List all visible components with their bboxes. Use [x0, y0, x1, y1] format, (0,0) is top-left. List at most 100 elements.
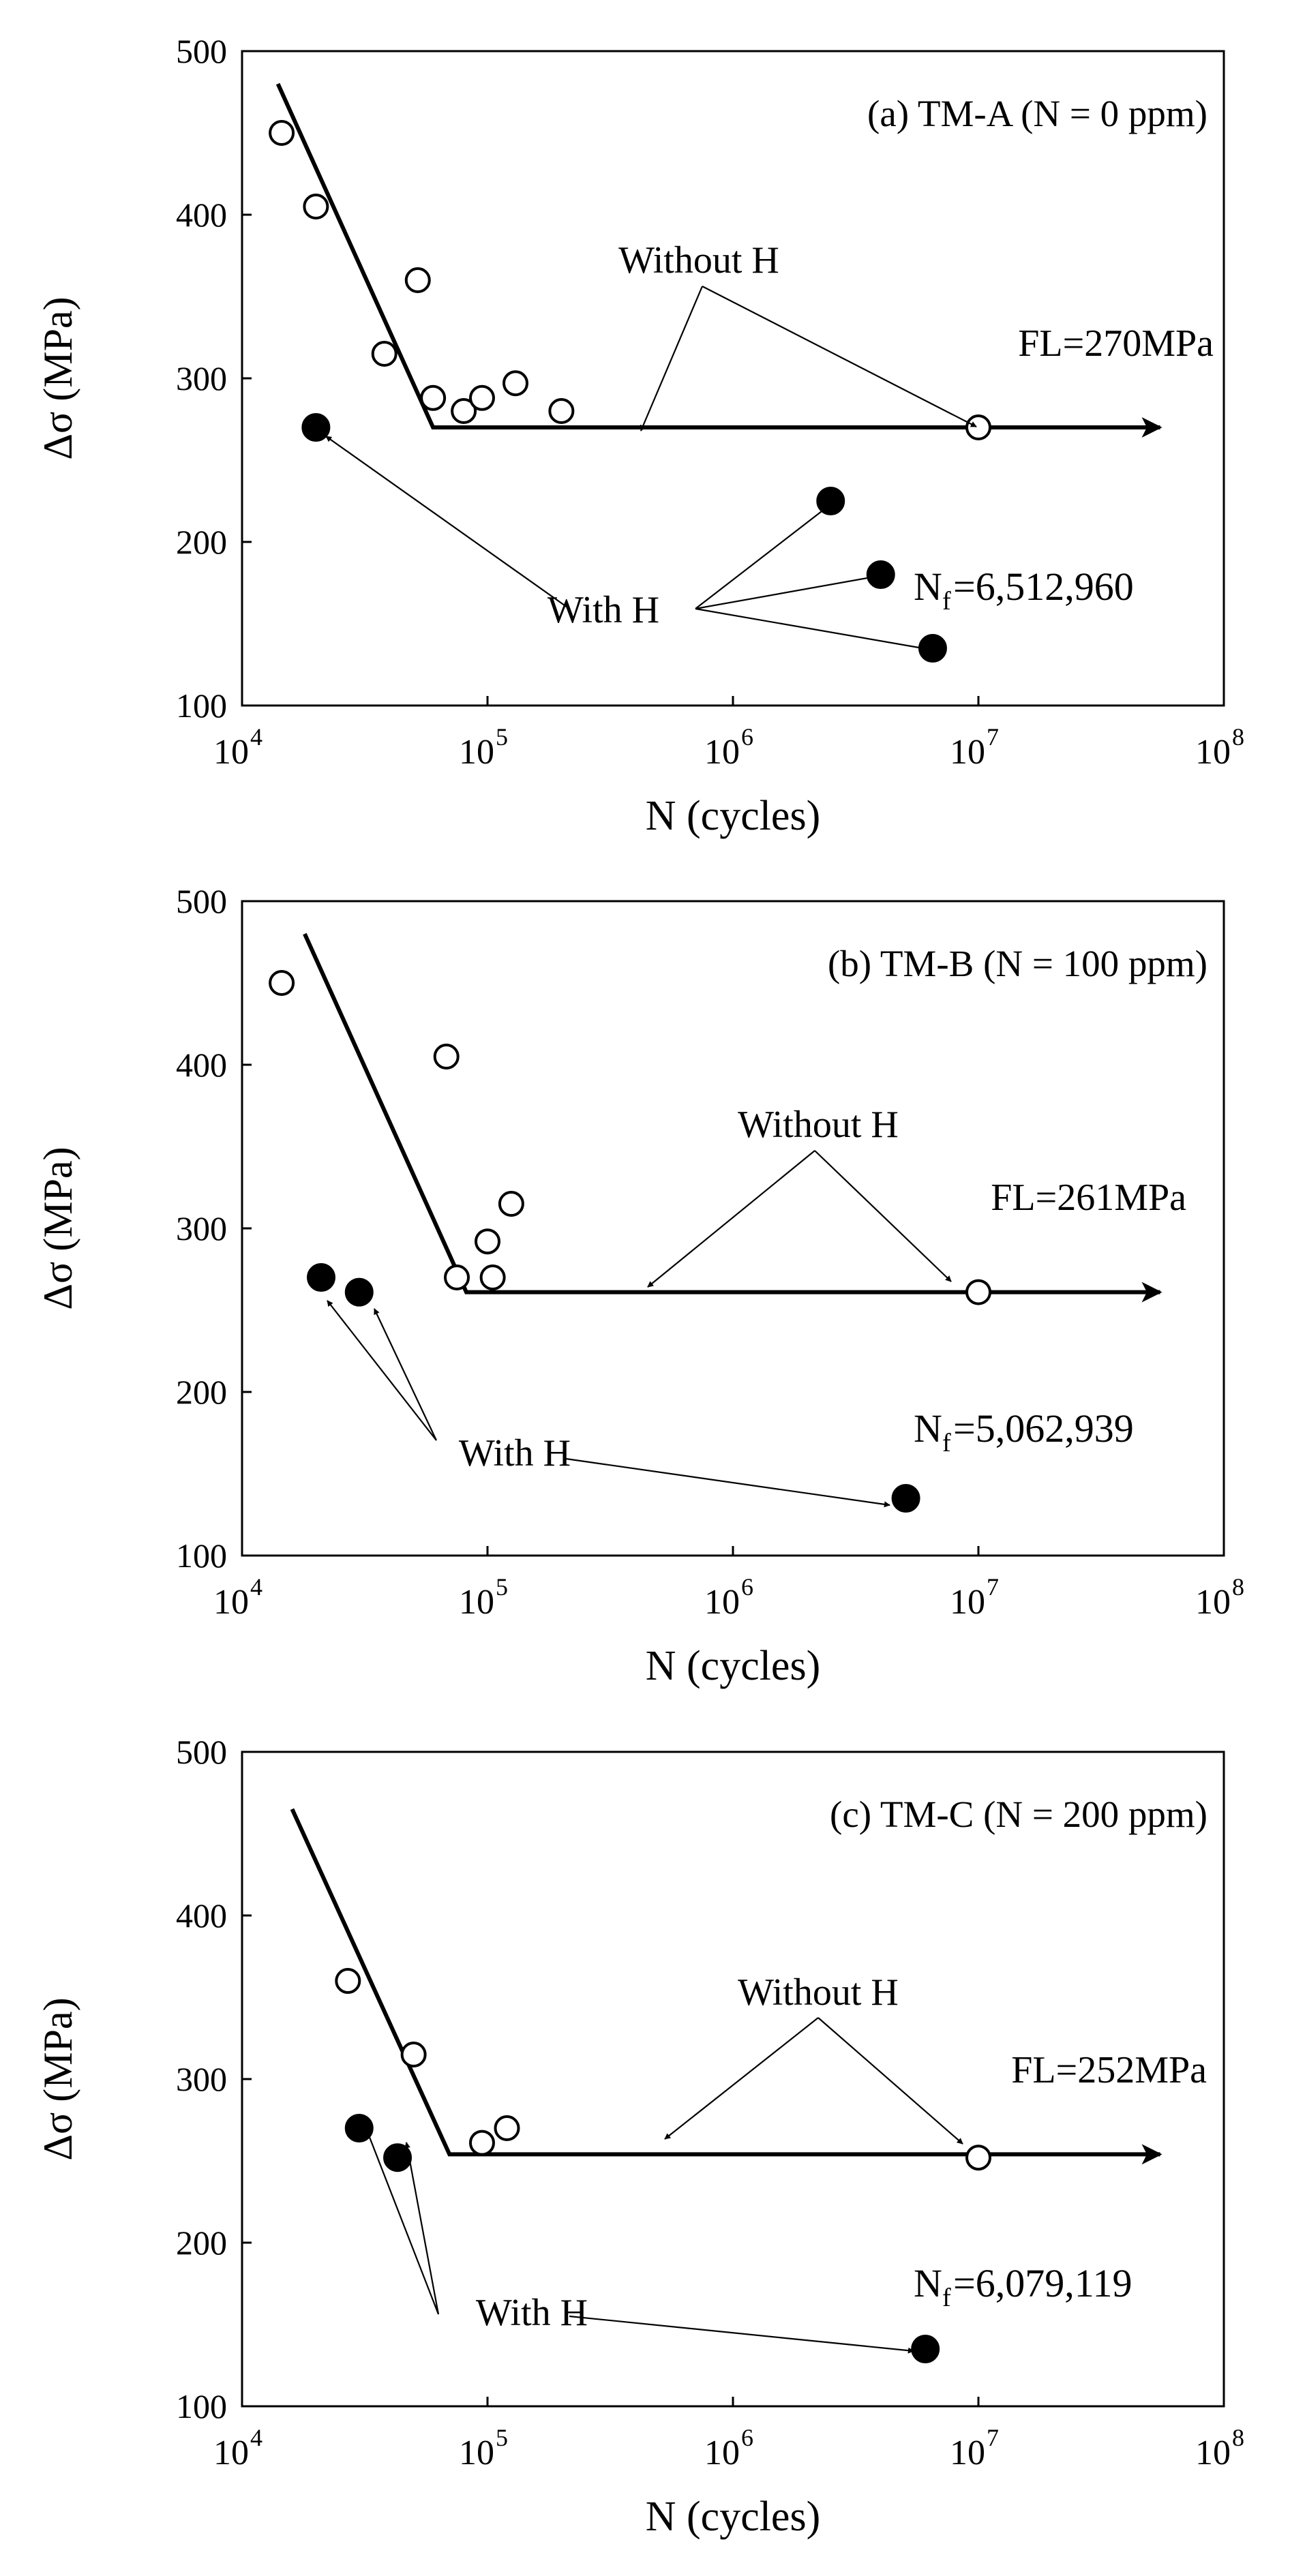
data-point-without-h: [269, 120, 295, 146]
y-axis-label: Δσ (MPa): [35, 1147, 80, 1309]
x-tick-label: 10 4: [213, 1573, 262, 1622]
data-point-with-h: [911, 2335, 940, 2363]
with-h-arrow: [365, 2130, 440, 2315]
x-axis-label: N (cycles): [646, 793, 820, 839]
x-tick-exponent: 7: [987, 1573, 999, 1601]
data-point-without-h: [420, 384, 447, 411]
with-h-arrow: [325, 436, 570, 609]
x-tick-exponent: 4: [250, 723, 262, 751]
x-tick-base: 10: [213, 733, 249, 772]
y-tick-label: 500: [176, 1733, 227, 1771]
data-point-without-h: [548, 398, 575, 424]
y-tick-label: 500: [176, 32, 227, 70]
data-point-with-h: [891, 1484, 920, 1513]
with-h-arrow: [565, 1457, 890, 1508]
data-point-without-h: [502, 370, 529, 397]
nf-subscript: f: [942, 587, 951, 616]
data-point-with-h: [344, 1277, 374, 1307]
x-tick-label: 10 4: [213, 723, 262, 772]
nf-value: =6,079,119: [953, 2261, 1132, 2305]
nf-symbol: N: [914, 1406, 942, 1451]
without-h-arrow: [664, 2017, 819, 2140]
y-tick-label: 400: [176, 1046, 227, 1084]
without-h-arrow: [647, 1150, 815, 1288]
with-h-arrow: [695, 572, 887, 610]
data-point-without-h: [965, 414, 991, 440]
y-tick-label: 200: [176, 2224, 227, 2262]
without-h-arrow: [702, 286, 977, 427]
without-h-arrow: [814, 1150, 952, 1282]
data-point-with-h: [866, 560, 895, 589]
sn-fit-line: [275, 82, 1162, 438]
data-point-without-h: [433, 1044, 460, 1070]
y-tick-label: 400: [176, 196, 227, 234]
x-tick-exponent: 8: [1232, 2424, 1244, 2451]
panel-title: (b) TM-B (N = 100 ppm): [828, 943, 1208, 984]
y-tick-label: 400: [176, 1896, 227, 1935]
y-tick-label: 200: [176, 1373, 227, 1411]
x-tick-exponent: 6: [741, 723, 753, 751]
x-tick-base: 10: [459, 2434, 494, 2472]
x-tick-label: 10 6: [704, 1573, 753, 1622]
x-tick-label: 10 6: [704, 723, 753, 772]
y-tick-label: 300: [176, 359, 227, 397]
x-tick-exponent: 4: [250, 2424, 262, 2451]
data-point-without-h: [444, 1264, 470, 1290]
x-tick-label: 10 5: [459, 1573, 508, 1622]
without-h-label: Without H: [618, 239, 779, 282]
x-tick-base: 10: [213, 1583, 249, 1622]
fatigue-limit-label: FL=270MPa: [1018, 322, 1214, 365]
data-point-without-h: [371, 341, 397, 367]
x-tick-base: 10: [704, 2434, 740, 2472]
x-tick-exponent: 6: [741, 1573, 753, 1601]
data-point-without-h: [468, 384, 495, 411]
x-tick-label: 10 8: [1195, 1573, 1244, 1622]
x-tick-base: 10: [1195, 2434, 1231, 2472]
y-tick-label: 200: [176, 523, 227, 561]
x-tick-exponent: 7: [987, 723, 999, 751]
data-point-with-h: [306, 1263, 335, 1292]
x-tick-label: 10 5: [459, 723, 508, 772]
sn-fit-line: [303, 933, 1162, 1303]
data-point-without-h: [498, 1191, 524, 1217]
nf-value: =6,512,960: [953, 564, 1134, 609]
x-tick-base: 10: [950, 733, 985, 772]
fatigue-limit-label: FL=252MPa: [1011, 2049, 1207, 2091]
y-tick-label: 100: [176, 1536, 227, 1575]
x-tick-exponent: 5: [496, 2424, 508, 2451]
data-point-without-h: [965, 1279, 991, 1305]
x-tick-base: 10: [950, 1583, 985, 1622]
data-point-without-h: [451, 398, 477, 424]
nf-symbol: N: [914, 2261, 942, 2305]
with-h-arrow: [404, 2142, 440, 2315]
x-tick-exponent: 8: [1232, 723, 1244, 751]
nf-subscript: f: [942, 1429, 951, 1457]
y-tick-label: 300: [176, 2060, 227, 2098]
data-point-with-h: [344, 2114, 374, 2142]
data-point-without-h: [269, 970, 295, 996]
data-point-with-h: [301, 413, 331, 442]
x-tick-base: 10: [1195, 1583, 1231, 1622]
data-point-without-h: [468, 2130, 495, 2156]
x-tick-exponent: 5: [496, 1573, 508, 1601]
without-h-label: Without H: [738, 1104, 899, 1146]
y-tick-label: 100: [176, 686, 227, 725]
x-tick-exponent: 6: [741, 2424, 753, 2451]
without-h-arrow: [640, 286, 704, 431]
x-tick-exponent: 5: [496, 723, 508, 751]
x-tick-base: 10: [459, 733, 494, 772]
panel-title: (c) TM-C (N = 200 ppm): [830, 1793, 1208, 1835]
x-tick-base: 10: [1195, 733, 1231, 772]
x-tick-label: 10 8: [1195, 723, 1244, 772]
x-tick-label: 10 6: [704, 2424, 753, 2472]
x-tick-exponent: 8: [1232, 1573, 1244, 1601]
x-tick-base: 10: [459, 1583, 494, 1622]
x-axis-label: N (cycles): [646, 2494, 820, 2540]
fatigue-limit-label: FL=261MPa: [991, 1177, 1186, 1219]
